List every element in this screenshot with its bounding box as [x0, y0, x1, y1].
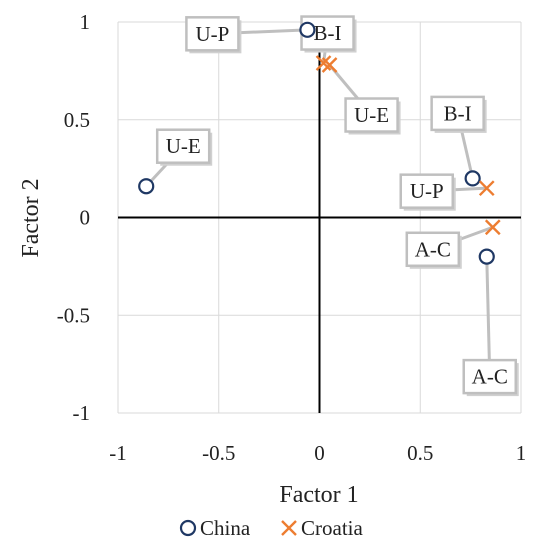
croatia-marker-stroke: [484, 219, 501, 236]
data-callouts: U-P U-E B-I A-C B-I U-E U-P A-C: [145, 15, 519, 397]
callout-label: U-P: [195, 22, 229, 46]
callout-china-a-c: A-C: [462, 256, 519, 397]
callout-box: [405, 231, 461, 268]
legend-china-label: China: [200, 516, 251, 540]
x-axis-title: Factor 1: [279, 482, 358, 508]
callout-box: [430, 95, 485, 132]
y-tick-label: 1: [80, 10, 91, 34]
legend-croatia-marker: [281, 520, 297, 536]
y-axis-title: Factor 2: [18, 178, 44, 257]
china-point: [478, 248, 495, 265]
callout-box: [462, 358, 517, 395]
callout-box: [344, 97, 399, 133]
callout-croatia-a-c: A-C: [405, 225, 494, 269]
callout-label: U-E: [166, 134, 201, 158]
legend-croatia-stroke: [281, 520, 297, 536]
legend-croatia-label: Croatia: [301, 516, 363, 540]
callout-label: U-E: [354, 103, 389, 127]
legend-china-marker: [179, 519, 197, 537]
callout-china-b-i: B-I: [430, 95, 487, 179]
china-point: [138, 178, 155, 195]
croatia-point: [478, 180, 495, 197]
zero-axes: [118, 22, 521, 413]
callout-label: A-C: [472, 365, 508, 389]
china-point: [299, 21, 316, 38]
callout-box: [399, 173, 454, 209]
x-tick-label: 0.5: [407, 441, 433, 465]
callout-label: B-I: [314, 21, 342, 45]
callout-leader: [485, 256, 492, 377]
croatia-point: [321, 57, 338, 73]
x-tick-label: 0: [314, 441, 325, 465]
y-tick-label: 0.5: [64, 108, 90, 132]
callout-china-u-p: U-P: [185, 16, 308, 54]
croatia-marker-stroke: [315, 55, 332, 71]
china-point: [464, 170, 481, 187]
y-tick-label: -1: [73, 401, 91, 425]
callout-label: B-I: [444, 101, 472, 125]
callout-label: U-P: [410, 179, 444, 203]
callout-label: A-C: [415, 237, 451, 261]
croatia-marker-stroke: [321, 57, 338, 73]
callout-box: [185, 16, 240, 52]
x-tick-label: 1: [516, 441, 527, 465]
callout-box: [155, 128, 211, 164]
x-tick-label: -0.5: [202, 441, 235, 465]
y-tick-label: -0.5: [57, 303, 90, 327]
croatia-marker-stroke: [478, 180, 495, 197]
tick-labels: -1 -0.5 0 0.5 1 1 0.5 0 -0.5 -1: [57, 10, 527, 465]
data-points: [138, 21, 501, 265]
callout-croatia-u-e: U-E: [328, 64, 401, 135]
callout-china-u-e: U-E: [145, 128, 213, 188]
x-tick-label: -1: [109, 441, 127, 465]
croatia-point: [484, 219, 501, 236]
callout-croatia-u-p: U-P: [399, 173, 487, 211]
y-tick-label: 0: [80, 206, 91, 230]
legend: China Croatia: [179, 516, 363, 540]
